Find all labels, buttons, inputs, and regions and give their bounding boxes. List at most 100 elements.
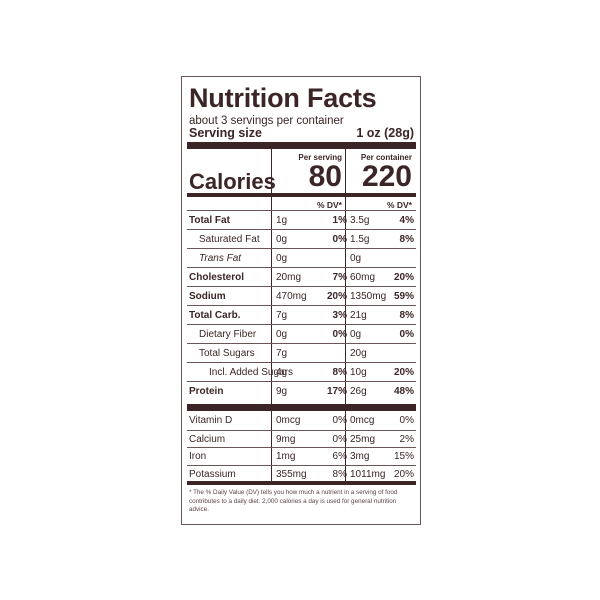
- nutrient-name: Incl. Added Sugars: [209, 367, 293, 378]
- vitamin-divider: [187, 404, 416, 411]
- footnote-divider: [187, 481, 416, 485]
- amount-per-container: 1011mg: [350, 468, 386, 480]
- nutrient-row: Protein 9g 17% 26g 48%: [187, 381, 416, 400]
- per-container-header: Per container: [360, 153, 412, 162]
- dv-per-serving: 20%: [326, 291, 347, 302]
- dv-per-serving: 7%: [332, 272, 347, 283]
- dv-per-container: 15%: [393, 451, 414, 462]
- nutrient-row: Trans Fat 0g 0g: [187, 248, 416, 267]
- dv-per-serving: 0%: [332, 433, 347, 445]
- nutrient-row: Cholesterol 20mg 7% 60mg 20%: [187, 267, 416, 286]
- vitamin-row: Vitamin D 0mcg 0% 0mcg 0%: [187, 412, 416, 430]
- amount-per-serving: 7g: [276, 348, 288, 359]
- per-serving-header: Per serving: [298, 153, 342, 162]
- nutrient-row: Total Fat 1g 1% 3.5g 4%: [187, 210, 416, 229]
- nutrient-name: Protein: [189, 386, 224, 397]
- dv-per-serving: 6%: [332, 451, 347, 462]
- dv-per-container: 20%: [393, 367, 414, 378]
- dv-per-container: 2%: [399, 433, 414, 445]
- amount-per-serving: 9g: [276, 386, 288, 397]
- amount-per-container: 10g: [350, 367, 367, 378]
- amount-per-serving: 470mg: [276, 291, 307, 302]
- amount-per-serving: 1g: [276, 215, 288, 226]
- footnote: * The % Daily Value (DV) tells you how m…: [189, 489, 398, 513]
- vitamin-row: Iron 1mg 6% 3mg 15%: [187, 447, 416, 465]
- amount-per-container: 20g: [350, 348, 367, 359]
- panel-title: Nutrition Facts: [189, 83, 377, 113]
- dv-per-container: 0%: [399, 415, 414, 426]
- dv-per-container: 0%: [399, 329, 414, 340]
- calories-label: Calories: [189, 169, 276, 194]
- dv-header-serving: % DV*: [316, 200, 342, 210]
- dv-per-serving: 8%: [332, 367, 347, 378]
- nutrition-facts-panel: Nutrition Facts about 3 servings per con…: [181, 76, 421, 525]
- nutrient-name: Calcium: [189, 433, 226, 445]
- nutrient-row: Sodium 470mg 20% 1350mg 59%: [187, 286, 416, 305]
- dv-per-serving: 0%: [332, 415, 347, 426]
- amount-per-container: 0g: [350, 253, 362, 264]
- nutrient-name: Trans Fat: [199, 253, 242, 264]
- dv-header-container: % DV*: [386, 200, 412, 210]
- dv-per-serving: 0%: [332, 234, 347, 245]
- amount-per-container: 21g: [350, 310, 367, 321]
- thick-divider: [187, 142, 416, 149]
- amount-per-container: 25mg: [350, 433, 376, 445]
- dv-per-serving: 0%: [332, 329, 347, 340]
- serving-size-row: Serving size 1 oz (28g): [189, 126, 414, 140]
- amount-per-serving: 0g: [276, 234, 288, 245]
- amount-per-container: 3.5g: [350, 215, 370, 226]
- serving-size-label: Serving size: [189, 126, 262, 140]
- dv-per-serving: 1%: [332, 215, 347, 226]
- calories-divider: [187, 193, 416, 197]
- dv-per-container: 4%: [399, 215, 414, 226]
- amount-per-serving: 0g: [276, 329, 288, 340]
- amount-per-serving: 20mg: [276, 272, 302, 283]
- dv-per-serving: 3%: [332, 310, 347, 321]
- nutrient-row: Dietary Fiber 0g 0% 0g 0%: [187, 324, 416, 343]
- calories-per-container: 220: [361, 160, 412, 193]
- column-divider-right: [345, 149, 346, 481]
- amount-per-container: 0g: [350, 329, 362, 340]
- nutrient-name: Total Sugars: [199, 348, 255, 359]
- dv-per-serving: 17%: [326, 386, 347, 397]
- nutrient-row: Saturated Fat 0g 0% 1.5g 8%: [187, 229, 416, 248]
- amount-per-container: 1350mg: [350, 291, 387, 302]
- amount-per-container: 3mg: [350, 451, 370, 462]
- amount-per-container: 26g: [350, 386, 367, 397]
- nutrient-name: Iron: [189, 451, 207, 462]
- nutrient-name: Saturated Fat: [199, 234, 260, 245]
- amount-per-container: 0mcg: [350, 415, 375, 426]
- nutrient-name: Vitamin D: [189, 415, 233, 426]
- amount-per-container: 60mg: [350, 272, 376, 283]
- nutrient-name: Cholesterol: [189, 272, 245, 283]
- vitamin-row: Potassium 355mg 8% 1011mg 20%: [187, 464, 416, 483]
- nutrient-name: Total Fat: [189, 215, 230, 226]
- dv-per-container: 48%: [393, 386, 414, 397]
- amount-per-container: 1.5g: [350, 234, 370, 245]
- dv-per-container: 8%: [399, 310, 414, 321]
- servings-per-container: about 3 servings per container: [189, 115, 344, 127]
- dv-per-container: 20%: [393, 468, 414, 480]
- dv-per-container: 59%: [393, 291, 414, 302]
- amount-per-serving: 1mg: [276, 451, 296, 462]
- nutrient-name: Potassium: [189, 468, 236, 480]
- serving-size-value: 1 oz (28g): [356, 126, 414, 140]
- nutrient-row: Incl. Added Sugars 4g 8% 10g 20%: [187, 362, 416, 381]
- nutrient-row: Total Carb. 7g 3% 21g 8%: [187, 305, 416, 324]
- column-divider-left: [271, 149, 272, 481]
- amount-per-serving: 4g: [276, 367, 288, 378]
- nutrient-row: Total Sugars 7g 20g: [187, 343, 416, 362]
- nutrient-name: Total Carb.: [189, 310, 241, 321]
- calories-per-serving: 80: [308, 160, 342, 193]
- vitamin-row: Calcium 9mg 0% 25mg 2%: [187, 429, 416, 448]
- amount-per-serving: 7g: [276, 310, 288, 321]
- nutrient-name: Sodium: [189, 291, 226, 302]
- dv-per-serving: 8%: [332, 468, 347, 480]
- amount-per-serving: 0mcg: [276, 415, 301, 426]
- amount-per-serving: 355mg: [276, 468, 307, 480]
- amount-per-serving: 9mg: [276, 433, 296, 445]
- nutrient-name: Dietary Fiber: [199, 329, 257, 340]
- dv-per-container: 8%: [399, 234, 414, 245]
- amount-per-serving: 0g: [276, 253, 288, 264]
- dv-per-container: 20%: [393, 272, 414, 283]
